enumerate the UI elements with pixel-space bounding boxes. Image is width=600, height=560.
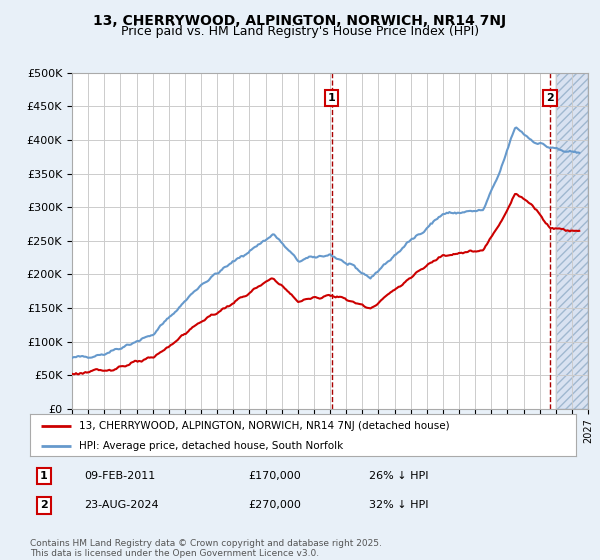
Text: 13, CHERRYWOOD, ALPINGTON, NORWICH, NR14 7NJ (detached house): 13, CHERRYWOOD, ALPINGTON, NORWICH, NR14… — [79, 421, 450, 431]
Text: 23-AUG-2024: 23-AUG-2024 — [85, 501, 159, 510]
Text: Price paid vs. HM Land Registry's House Price Index (HPI): Price paid vs. HM Land Registry's House … — [121, 25, 479, 38]
Text: HPI: Average price, detached house, South Norfolk: HPI: Average price, detached house, Sout… — [79, 441, 343, 451]
Text: 09-FEB-2011: 09-FEB-2011 — [85, 471, 156, 481]
Text: 2: 2 — [546, 93, 554, 103]
Text: 32% ↓ HPI: 32% ↓ HPI — [368, 501, 428, 510]
Text: 1: 1 — [328, 93, 335, 103]
Text: £170,000: £170,000 — [248, 471, 301, 481]
Text: 1: 1 — [40, 471, 47, 481]
Text: £270,000: £270,000 — [248, 501, 301, 510]
Text: 13, CHERRYWOOD, ALPINGTON, NORWICH, NR14 7NJ: 13, CHERRYWOOD, ALPINGTON, NORWICH, NR14… — [94, 14, 506, 28]
Text: Contains HM Land Registry data © Crown copyright and database right 2025.
This d: Contains HM Land Registry data © Crown c… — [30, 539, 382, 558]
Text: 2: 2 — [40, 501, 47, 510]
Text: 26% ↓ HPI: 26% ↓ HPI — [368, 471, 428, 481]
